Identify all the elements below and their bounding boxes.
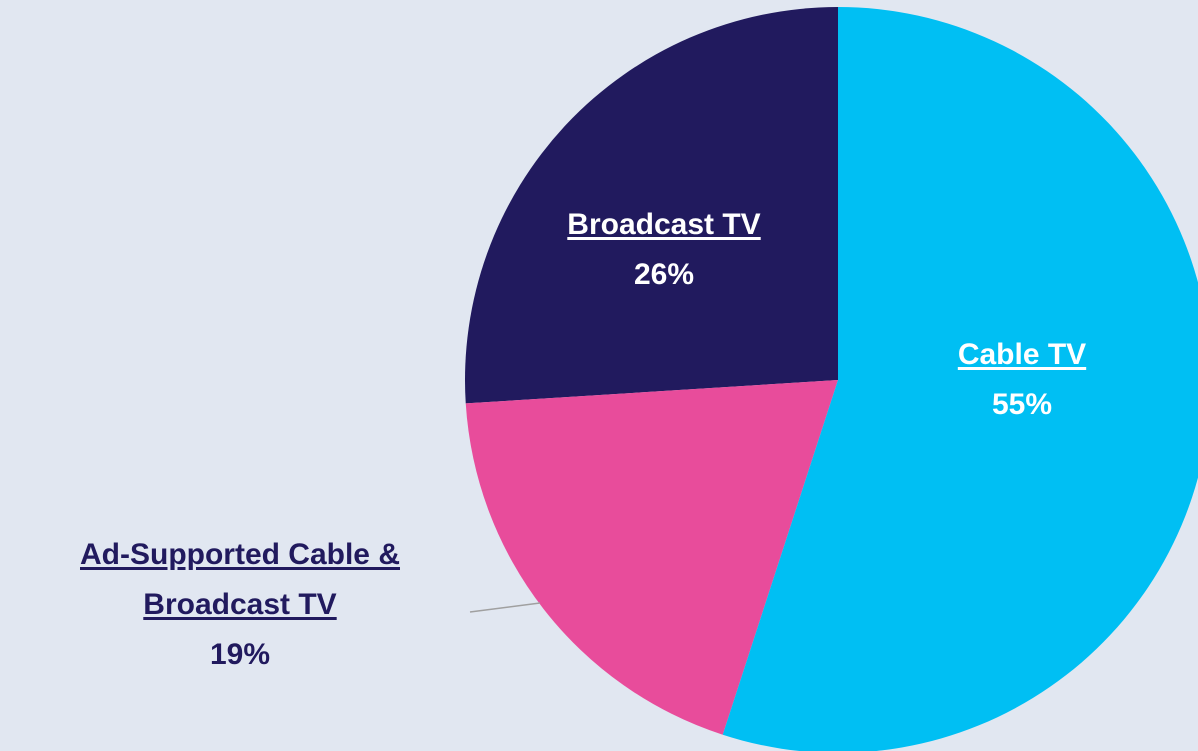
category-label: Cable TV xyxy=(957,338,1087,371)
slice-label: Cable TV 55% xyxy=(872,330,1172,430)
value-label: 19% xyxy=(209,638,271,671)
category-label: Broadcast TV xyxy=(567,208,761,241)
category-label: Ad-Supported Cable & Broadcast TV xyxy=(80,538,400,621)
slice-label: Ad-Supported Cable & Broadcast TV 19% xyxy=(5,530,475,680)
value-label: 26% xyxy=(633,258,695,291)
pie-slice xyxy=(465,7,838,404)
pie-slice xyxy=(722,7,1198,751)
pie-slice xyxy=(465,380,838,735)
leader-line xyxy=(469,602,541,613)
value-label: 55% xyxy=(991,388,1053,421)
slice-label: Broadcast TV 26% xyxy=(504,200,824,300)
